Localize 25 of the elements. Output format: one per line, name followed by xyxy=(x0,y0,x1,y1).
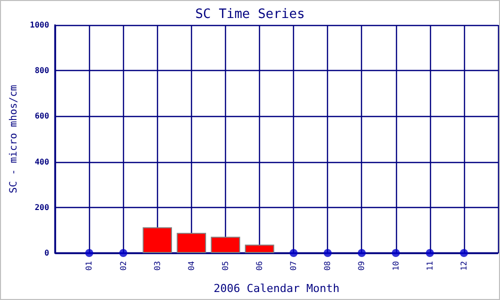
bar xyxy=(176,232,206,253)
x-tick-label: 02 xyxy=(118,260,128,271)
y-tick-label: 1000 xyxy=(30,20,50,30)
bar xyxy=(244,244,274,253)
y-axis-title: SC - micro mhos/cm xyxy=(8,84,20,194)
y-tick-label: 200 xyxy=(34,202,50,212)
bar xyxy=(210,236,240,253)
x-axis-title: 2006 Calendar Month xyxy=(214,282,340,295)
x-tick-label: 10 xyxy=(391,260,400,271)
y-tick-label: 400 xyxy=(34,157,50,166)
y-tick-label: 600 xyxy=(34,112,50,121)
x-tick-label: 12 xyxy=(459,260,468,271)
x-tick-label: 04 xyxy=(186,260,196,271)
x-tick-label: 07 xyxy=(289,260,298,271)
y-tick-label: 800 xyxy=(34,66,50,76)
y-tick-label: 0 xyxy=(44,248,50,258)
x-tick-label: 05 xyxy=(220,260,230,271)
x-tick-label: 11 xyxy=(425,260,434,271)
x-tick-label: 03 xyxy=(152,260,162,271)
x-tick-label: 06 xyxy=(255,260,264,271)
x-tick-label: 09 xyxy=(357,260,366,271)
x-tick-label: 08 xyxy=(323,260,332,271)
x-tick-label: 01 xyxy=(84,260,94,271)
chart-title: SC Time Series xyxy=(195,7,305,22)
bar xyxy=(142,227,172,253)
